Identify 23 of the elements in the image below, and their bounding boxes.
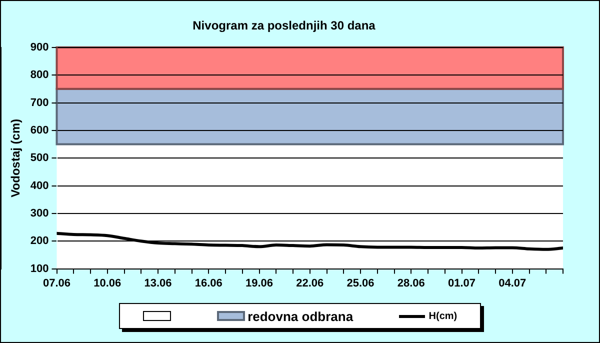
x-tick-label: 04.07 bbox=[498, 277, 526, 290]
x-tick-label: 10.06 bbox=[94, 277, 122, 290]
x-tick-label: 28.06 bbox=[397, 277, 425, 290]
y-tick-label: 800 bbox=[30, 69, 49, 82]
y-tick-label: 200 bbox=[30, 235, 49, 248]
x-tick-label: 16.06 bbox=[194, 277, 222, 290]
y-tick-label: 600 bbox=[30, 124, 49, 136]
x-tick-label: 01.07 bbox=[448, 277, 476, 290]
y-tick-label: 900 bbox=[30, 41, 49, 54]
x-tick-label: 19.06 bbox=[245, 277, 274, 290]
y-axis-title: Vodostaj (cm) bbox=[8, 118, 23, 198]
chart-title: Nivogram za poslednjih 30 dana bbox=[192, 18, 376, 33]
y-tick-label: 700 bbox=[30, 96, 49, 109]
x-tick-label: 07.06 bbox=[42, 277, 71, 290]
legend-label: H(cm) bbox=[428, 310, 458, 322]
y-tick-label: 300 bbox=[30, 207, 49, 220]
x-tick-label: 22.06 bbox=[296, 277, 324, 290]
y-tick-label: 500 bbox=[30, 152, 49, 164]
y-tick-label: 400 bbox=[30, 180, 49, 192]
legend-label: redovna odbrana bbox=[248, 308, 354, 324]
x-tick-label: 25.06 bbox=[346, 277, 374, 290]
y-tick-label: 100 bbox=[30, 262, 49, 275]
x-tick-label: 13.06 bbox=[144, 277, 172, 290]
